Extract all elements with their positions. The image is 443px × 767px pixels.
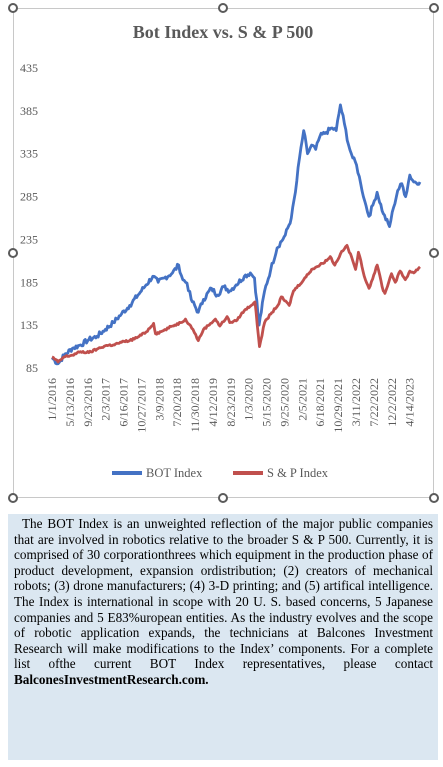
x-tick-label: 10/29/2021 — [331, 378, 345, 433]
y-tick-label: 285 — [20, 190, 38, 204]
x-tick-label: 3/11/2022 — [349, 378, 363, 426]
legend-label: BOT Index — [146, 466, 203, 480]
y-tick-label: 385 — [20, 104, 38, 118]
description-paragraph: The BOT Index is an unweighted reflectio… — [14, 516, 433, 672]
x-tick-label: 6/18/2021 — [313, 378, 327, 427]
y-axis: 85 135 185 235 285 335 385 435 — [20, 61, 38, 375]
resize-handle-top-right[interactable] — [429, 3, 439, 13]
x-tick-label: 4/12/2019 — [206, 378, 220, 427]
y-tick-label: 185 — [20, 275, 38, 289]
x-axis: 1/1/2016 5/13/2016 9/23/2016 2/3/2017 6/16/2… — [45, 378, 417, 433]
x-tick-label: 7/22/2022 — [367, 378, 381, 427]
resize-handle-top-left[interactable] — [8, 3, 18, 13]
x-tick-label: 10/27/2017 — [134, 378, 148, 433]
resize-handle-middle-right[interactable] — [429, 248, 439, 258]
y-tick-label: 135 — [20, 318, 38, 332]
description-text-box[interactable]: The BOT Index is an unweighted reflectio… — [8, 514, 438, 760]
series-line — [50, 103, 422, 366]
x-tick-label: 2/3/2017 — [99, 378, 113, 421]
x-tick-label: 5/13/2016 — [63, 378, 77, 427]
x-tick-label: 7/20/2018 — [170, 378, 184, 427]
x-tick-label: 9/23/2016 — [81, 378, 95, 427]
x-tick-label: 12/2/2022 — [385, 378, 399, 427]
x-tick-label: 9/25/2020 — [277, 378, 291, 427]
resize-handle-middle-left[interactable] — [8, 248, 18, 258]
chart-frame[interactable] — [13, 8, 434, 498]
x-tick-label: 5/15/2020 — [260, 378, 274, 427]
chart-title: Bot Index vs. S & P 500 — [133, 22, 314, 42]
resize-handle-bottom-left[interactable] — [8, 493, 18, 503]
resize-handle-bottom-right[interactable] — [429, 493, 439, 503]
contact-website: BalconesInvestmentResearch.com. — [14, 671, 209, 687]
y-tick-label: 435 — [20, 61, 38, 75]
y-tick-label: 335 — [20, 147, 38, 161]
x-tick-label: 2/5/2021 — [295, 378, 309, 421]
series-layer — [50, 103, 422, 366]
x-tick-label: 6/16/2017 — [117, 378, 131, 427]
y-tick-label: 235 — [20, 232, 38, 246]
x-tick-label: 11/30/2018 — [188, 378, 202, 432]
x-tick-label: 3/9/2018 — [152, 378, 166, 421]
legend: BOT Index S & P Index — [112, 466, 329, 480]
legend-label: S & P Index — [267, 466, 329, 480]
x-tick-label: 4/14/2023 — [403, 378, 417, 427]
series-line — [51, 244, 421, 364]
resize-handle-bottom-center[interactable] — [218, 493, 228, 503]
chart: Bot Index vs. S & P 500 85 135 185 235 285 33… — [20, 22, 422, 480]
x-tick-label: 1/3/2020 — [242, 378, 256, 421]
x-tick-label: 8/23/2019 — [224, 378, 238, 427]
resize-handle-top-center[interactable] — [218, 3, 228, 13]
x-tick-label: 1/1/2016 — [45, 378, 59, 421]
y-tick-label: 85 — [26, 361, 38, 375]
